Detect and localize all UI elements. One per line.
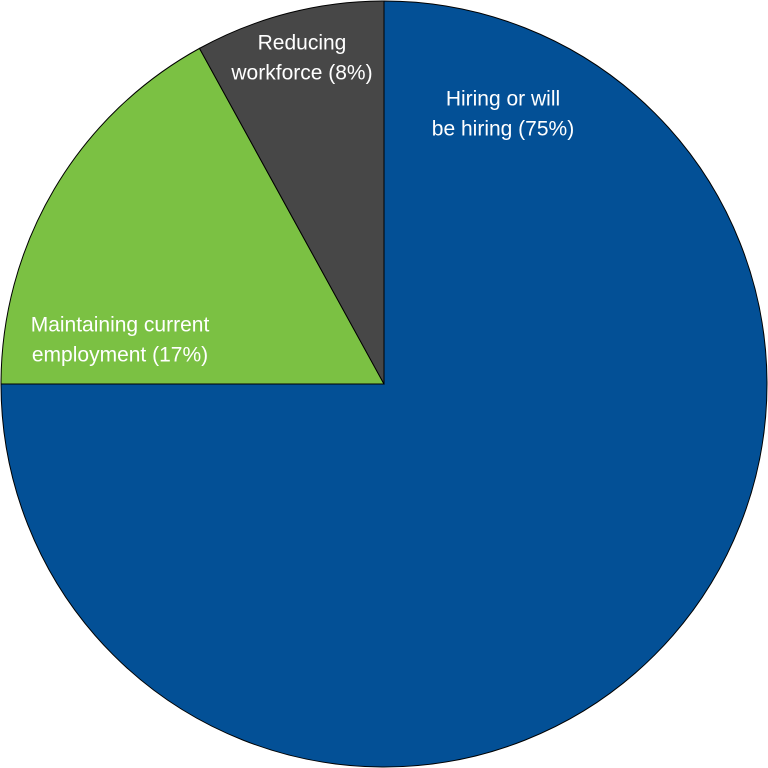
pie-slice (198, 0, 385, 385)
slice-label: Maintaining current (31, 314, 210, 337)
slice-label: Hiring or will (446, 88, 560, 111)
slice-label: workforce (8%) (230, 62, 372, 85)
slice-label: employment (17%) (32, 344, 208, 367)
pie-slice (0, 47, 385, 385)
slice-label: Reducing (258, 32, 347, 55)
slice-label: be hiring (75%) (432, 118, 574, 141)
